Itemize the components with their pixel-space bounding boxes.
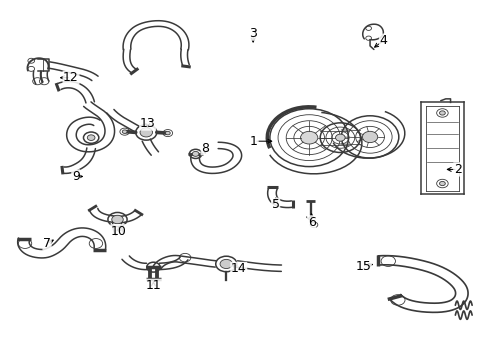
Circle shape: [300, 131, 317, 144]
Text: 4: 4: [379, 34, 386, 47]
Text: 6: 6: [307, 216, 315, 229]
Circle shape: [87, 135, 95, 140]
Circle shape: [122, 130, 127, 134]
Text: 12: 12: [63, 71, 79, 84]
Text: 10: 10: [111, 225, 126, 238]
Text: 7: 7: [43, 237, 51, 250]
Text: 2: 2: [453, 163, 461, 176]
Circle shape: [165, 131, 170, 135]
Circle shape: [439, 181, 445, 186]
Circle shape: [140, 128, 152, 137]
Text: 3: 3: [249, 27, 257, 40]
Text: 9: 9: [72, 170, 80, 183]
Text: 14: 14: [230, 262, 246, 275]
Circle shape: [335, 134, 345, 141]
Circle shape: [220, 259, 232, 269]
Circle shape: [439, 111, 445, 115]
Text: 13: 13: [140, 117, 155, 130]
Text: 1: 1: [250, 135, 258, 148]
Circle shape: [192, 152, 199, 156]
Circle shape: [362, 131, 377, 143]
Text: 11: 11: [145, 279, 161, 292]
Text: 5: 5: [271, 198, 279, 211]
Text: 8: 8: [201, 142, 209, 155]
Circle shape: [112, 215, 123, 224]
Text: 15: 15: [355, 260, 370, 273]
